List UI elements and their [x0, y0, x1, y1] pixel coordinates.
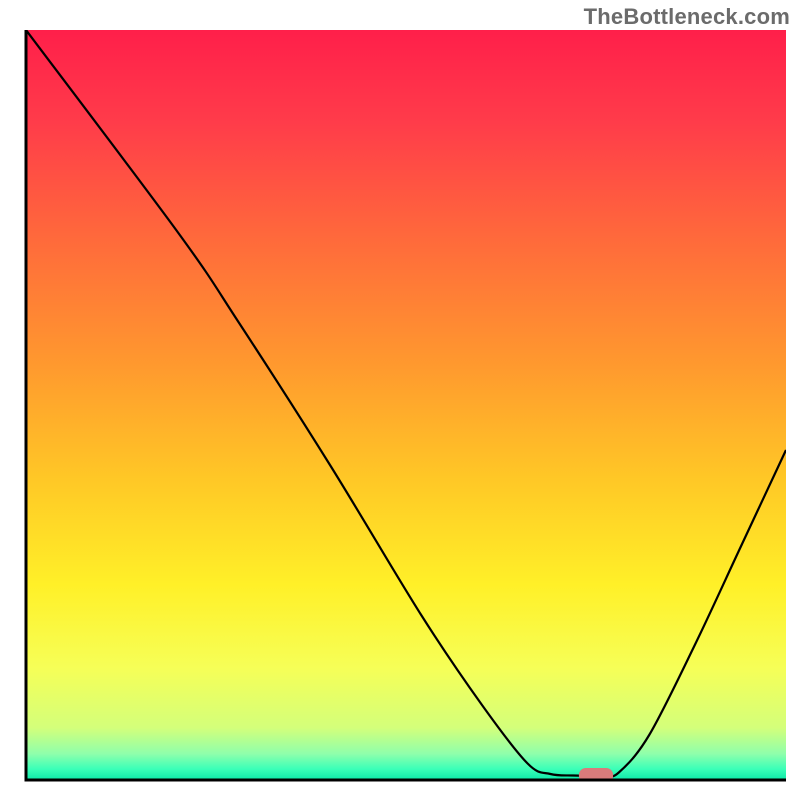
chart-background [26, 30, 786, 780]
chart-svg [0, 0, 800, 800]
watermark-text: TheBottleneck.com [584, 4, 790, 30]
bottleneck-chart: TheBottleneck.com [0, 0, 800, 800]
